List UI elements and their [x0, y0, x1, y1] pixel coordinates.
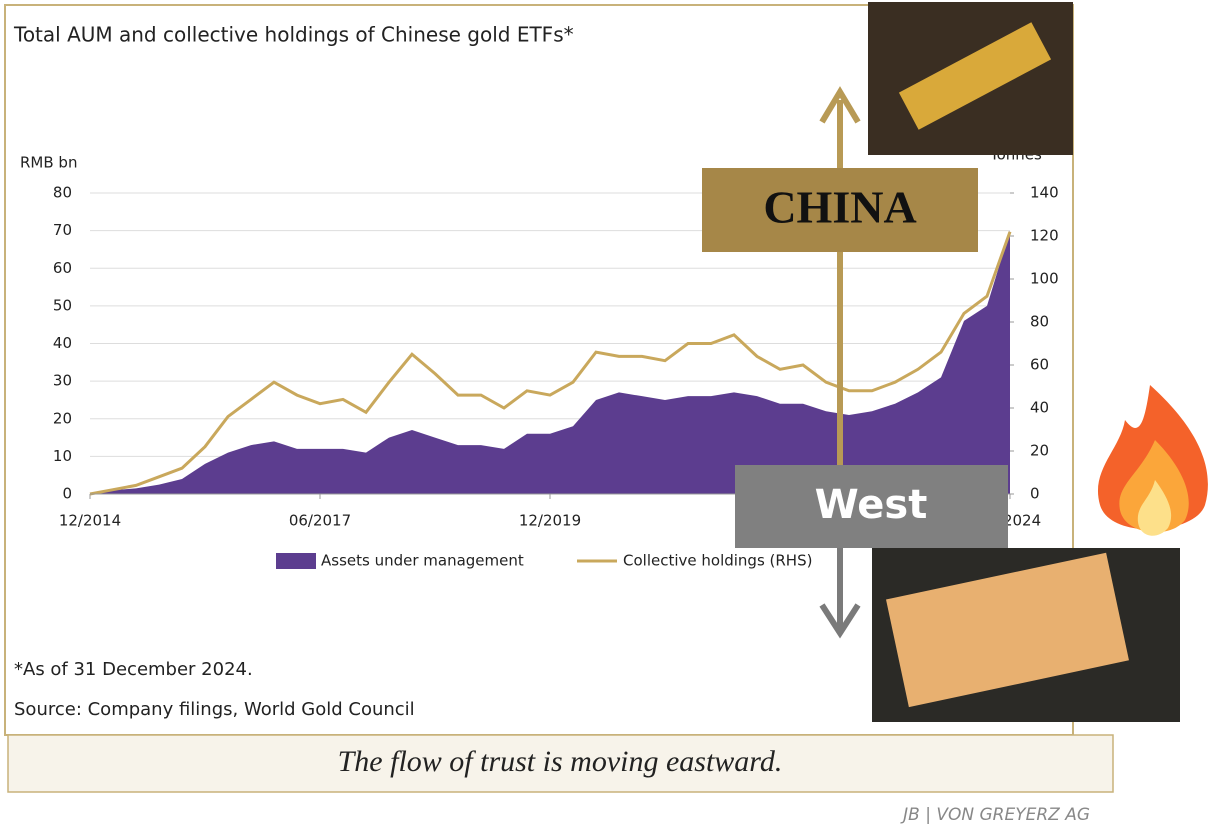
- y-tick-label: 20: [53, 409, 72, 427]
- footnote: *As of 31 December 2024.: [14, 659, 253, 680]
- flame: [1137, 480, 1172, 536]
- arrow-head: [819, 603, 861, 639]
- banknote: [886, 552, 1129, 708]
- y-tick-label: 80: [53, 184, 72, 202]
- y2-tick-label: 60: [1030, 356, 1049, 374]
- legend-swatch: [276, 553, 316, 569]
- chart-title: Total AUM and collective holdings of Chi…: [13, 23, 574, 47]
- y2-tick-label: 120: [1030, 227, 1059, 245]
- credit: JB | VON GREYERZ AG: [900, 805, 1090, 825]
- china-label: CHINA: [763, 182, 916, 233]
- y-tick-label: 50: [53, 296, 72, 314]
- plot: 0 10 20 30 40 50 60 70 80 0 20 40 60 80 100 120 140 12/20…: [53, 184, 1059, 530]
- legend-label: Assets under management: [321, 552, 524, 570]
- x-tick-label: 12/2014: [59, 512, 121, 530]
- x-tick-label: 12/2019: [519, 512, 581, 530]
- y2-tick-label: 80: [1030, 313, 1049, 331]
- china-box: [702, 168, 978, 252]
- y-tick-label: 40: [53, 334, 72, 352]
- y2-tick-label: 20: [1030, 442, 1049, 460]
- y-tick-label: 60: [53, 259, 72, 277]
- area: [90, 230, 1010, 494]
- y2-tick-label: 140: [1030, 184, 1059, 202]
- gold-bar: [898, 22, 1052, 130]
- y-axis-label: RMB bn: [20, 154, 77, 172]
- x-tick-label: 06/2017: [289, 512, 351, 530]
- line: [89, 231, 1012, 496]
- y2-tick-label: 0: [1030, 485, 1040, 503]
- legend-label: Collective holdings (RHS): [623, 552, 812, 570]
- y-tick-label: 10: [53, 447, 72, 465]
- y-tick-label: 70: [53, 221, 72, 239]
- y2-tick-label: 40: [1030, 399, 1049, 417]
- y-tick-label: 30: [53, 372, 72, 390]
- west-box: [735, 465, 1008, 548]
- west-label: West: [815, 482, 928, 528]
- y2-tick-label: 100: [1030, 270, 1059, 288]
- caption-box: [7, 734, 1114, 793]
- caption: The flow of trust is moving eastward.: [338, 745, 783, 778]
- arrow-head: [819, 86, 861, 124]
- source: Source: Company filings, World Gold Coun…: [14, 699, 415, 720]
- y-tick-label: 0: [62, 485, 72, 503]
